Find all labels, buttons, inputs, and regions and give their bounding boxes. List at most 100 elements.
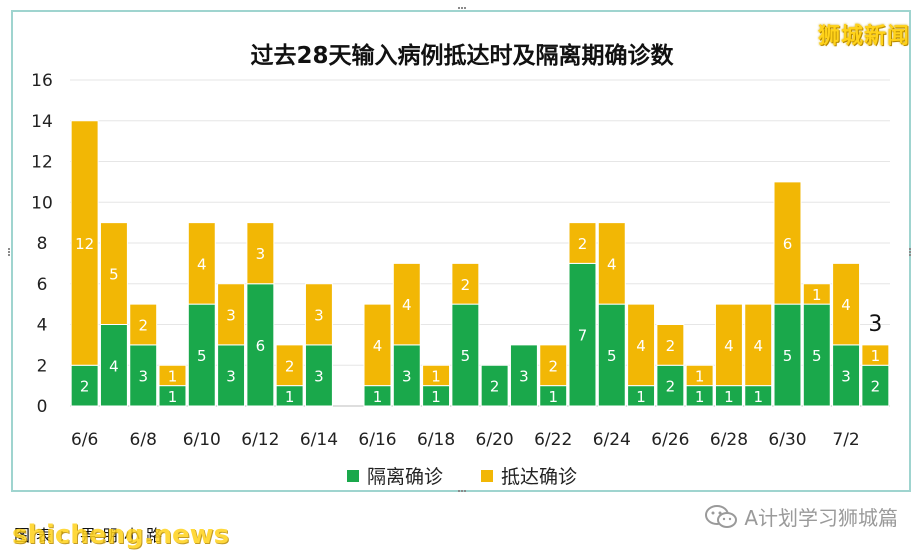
data-label-arrival: 4 xyxy=(373,337,383,355)
data-label-isolation: 3 xyxy=(138,367,148,385)
bar-segment-arrival xyxy=(744,303,773,387)
data-label-isolation: 4 xyxy=(109,357,119,375)
bar-segment-arrival xyxy=(861,344,890,366)
chart-legend: 隔离确诊 抵达确诊 xyxy=(0,462,924,489)
data-label-arrival: 2 xyxy=(548,357,558,375)
data-label-isolation: 1 xyxy=(168,388,178,406)
bar-segment-isolation xyxy=(656,364,685,407)
data-label-isolation: 3 xyxy=(402,367,412,385)
bar-segment-arrival xyxy=(246,222,275,285)
legend-swatch-isolation xyxy=(346,469,359,482)
x-tick-label: 6/24 xyxy=(593,430,631,450)
data-label-isolation: 1 xyxy=(548,388,558,406)
data-label-arrival: 2 xyxy=(578,235,588,253)
data-label-arrival: 4 xyxy=(636,337,646,355)
bar-segment-isolation xyxy=(509,344,538,407)
data-label-arrival: 1 xyxy=(431,367,441,385)
data-label-arrival: 5 xyxy=(109,266,119,284)
bar-segment-arrival xyxy=(568,222,597,264)
legend-item-arrival: 抵达确诊 xyxy=(481,462,577,489)
x-tick-label: 6/22 xyxy=(534,430,572,450)
resize-handle-top[interactable] xyxy=(458,7,466,12)
data-label-arrival: 2 xyxy=(285,357,295,375)
y-tick-label: 16 xyxy=(31,71,53,91)
bar-segment-isolation xyxy=(99,324,128,407)
data-label-arrival: 2 xyxy=(666,337,676,355)
x-tick-label: 6/28 xyxy=(710,430,748,450)
wechat-account-credit: A计划学习狮城篇 xyxy=(704,502,898,531)
bar-segment-arrival xyxy=(129,303,158,346)
y-tick-label: 4 xyxy=(37,316,48,336)
bar-segment-arrival xyxy=(99,222,128,325)
data-label-isolation: 5 xyxy=(197,347,207,365)
data-label-isolation: 1 xyxy=(431,388,441,406)
data-label-isolation: 2 xyxy=(80,378,90,396)
bar-segment-isolation xyxy=(392,344,421,407)
x-tick-label: 7/2 xyxy=(832,430,859,450)
resize-handle-bottom[interactable] xyxy=(458,490,466,495)
data-label-isolation: 5 xyxy=(607,347,617,365)
data-label-arrival: 2 xyxy=(138,317,148,335)
data-label-isolation: 3 xyxy=(226,367,236,385)
data-label-isolation: 7 xyxy=(578,327,588,345)
x-tick-label: 6/20 xyxy=(476,430,514,450)
data-label-arrival: 1 xyxy=(695,367,705,385)
bar-segment-arrival xyxy=(627,303,656,387)
data-label-arrival: 3 xyxy=(256,245,266,263)
chart-frame xyxy=(11,10,911,492)
data-label-arrival: 3 xyxy=(226,306,236,324)
x-tick-label: 6/12 xyxy=(241,430,279,450)
credit-label: A计划学习狮城篇 xyxy=(744,506,898,530)
y-tick-label: 10 xyxy=(31,193,53,213)
bar-segment-isolation xyxy=(773,303,802,407)
chart-source-note: 图表：畀朋小路 xyxy=(14,526,169,545)
data-label-isolation: 1 xyxy=(636,388,646,406)
data-label-isolation: 5 xyxy=(812,347,822,365)
legend-label-arrival: 抵达确诊 xyxy=(501,466,578,488)
y-tick-label: 0 xyxy=(37,397,48,417)
y-tick-label: 2 xyxy=(37,356,48,376)
bar-segment-arrival xyxy=(597,222,626,305)
data-label-isolation: 1 xyxy=(695,388,705,406)
x-tick-label: 6/16 xyxy=(358,430,396,450)
data-label-isolation: 1 xyxy=(285,388,295,406)
data-label-arrival: 1 xyxy=(871,347,881,365)
bar-segment-arrival xyxy=(304,283,333,346)
data-label-arrival: 3 xyxy=(314,306,324,324)
bar-segment-arrival xyxy=(217,283,246,346)
chart-title: 过去28天输入病例抵达时及隔离期确诊数 xyxy=(250,43,674,69)
data-label-arrival: 6 xyxy=(783,235,793,253)
bar-segment-arrival xyxy=(451,262,480,305)
bar-segment-arrival xyxy=(685,364,714,387)
bar-segment-isolation xyxy=(129,344,158,407)
bar-segment-isolation xyxy=(861,364,890,407)
data-label-arrival: 4 xyxy=(753,337,763,355)
bar-segment-arrival xyxy=(275,344,304,387)
bar-segment-arrival xyxy=(363,303,392,387)
legend-label-isolation: 隔离确诊 xyxy=(366,466,443,488)
bar-segment-arrival xyxy=(392,262,421,346)
data-label-isolation: 2 xyxy=(490,378,500,396)
bar-segment-isolation xyxy=(70,364,99,407)
data-label-isolation: 1 xyxy=(753,388,763,406)
x-tick-label: 6/30 xyxy=(768,430,806,450)
data-label-arrival: 4 xyxy=(402,296,412,314)
data-label-arrival: 1 xyxy=(812,286,822,304)
data-label-arrival: 4 xyxy=(607,255,617,273)
x-tick-label: 6/8 xyxy=(130,430,157,450)
resize-handle-left[interactable] xyxy=(8,248,13,256)
bar-segment-arrival xyxy=(422,364,451,387)
data-label-isolation: 5 xyxy=(461,347,471,365)
resize-handle-right[interactable] xyxy=(909,248,914,256)
data-label-isolation: 1 xyxy=(724,388,734,406)
bar-segment-isolation xyxy=(480,364,509,407)
bar-segment-isolation xyxy=(304,344,333,407)
y-tick-label: 8 xyxy=(37,234,48,254)
y-tick-label: 12 xyxy=(31,153,53,173)
bar-segment-arrival xyxy=(539,344,568,387)
data-label-isolation: 2 xyxy=(666,378,676,396)
data-label-arrival: 12 xyxy=(75,235,94,253)
bar-total-annotation: 3 xyxy=(868,312,882,337)
y-tick-label: 6 xyxy=(37,275,48,295)
